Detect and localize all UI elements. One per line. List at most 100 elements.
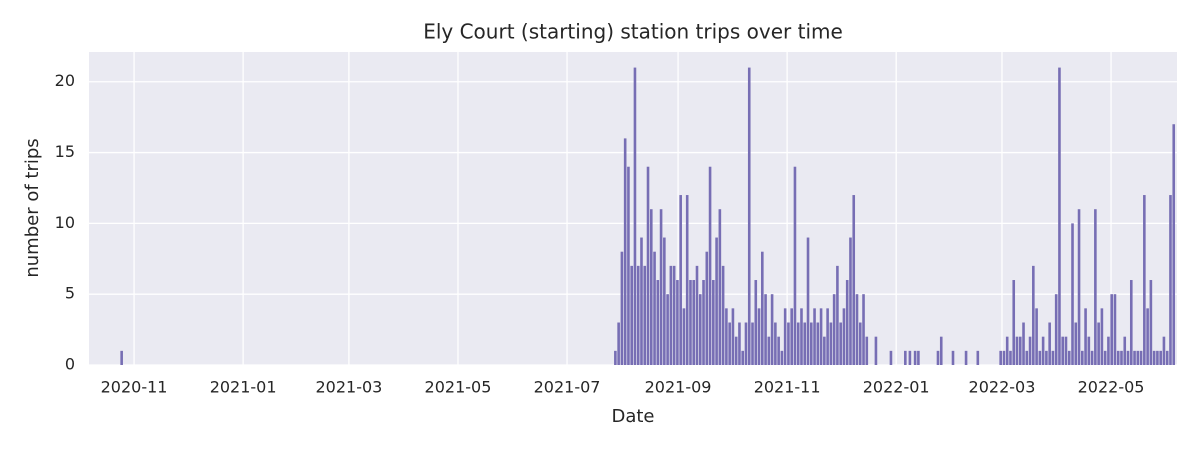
bar xyxy=(939,336,943,365)
y-axis-label: number of trips xyxy=(22,138,43,277)
bar xyxy=(1116,350,1120,365)
bar xyxy=(761,251,764,365)
bar xyxy=(643,265,647,365)
bar xyxy=(649,209,653,365)
bar xyxy=(630,265,633,365)
bar xyxy=(672,265,676,365)
bar xyxy=(718,209,722,365)
bar xyxy=(999,350,1002,365)
bar xyxy=(708,166,712,365)
x-tick-label: 2021-03 xyxy=(315,378,382,397)
bar xyxy=(715,237,718,365)
bar xyxy=(1015,336,1019,365)
x-tick-label: 2021-07 xyxy=(534,378,601,397)
bar xyxy=(636,265,640,365)
bar xyxy=(679,195,682,365)
bar xyxy=(1110,294,1113,365)
bar xyxy=(849,237,852,365)
bar xyxy=(770,294,774,365)
bar xyxy=(1071,223,1074,365)
bar xyxy=(738,322,741,365)
bar xyxy=(705,251,709,365)
bar xyxy=(1172,124,1176,365)
bar xyxy=(1103,350,1107,365)
x-tick-label: 2020-11 xyxy=(101,378,168,397)
bar xyxy=(964,350,968,365)
bar xyxy=(764,294,767,365)
bar xyxy=(1032,265,1035,365)
bar xyxy=(614,350,617,365)
bar xyxy=(646,166,650,365)
bar xyxy=(1143,195,1146,365)
bar xyxy=(1165,350,1169,365)
bar xyxy=(836,265,839,365)
bar xyxy=(1113,294,1117,365)
bar xyxy=(1077,209,1081,365)
bar xyxy=(731,308,735,365)
bar xyxy=(676,280,679,365)
chart-title: Ely Court (starting) station trips over … xyxy=(423,20,843,44)
bar xyxy=(712,280,715,365)
bar xyxy=(689,280,692,365)
bar xyxy=(1054,294,1058,365)
bar xyxy=(734,336,738,365)
y-tick-label: 5 xyxy=(65,284,75,303)
bar xyxy=(809,322,813,365)
bar xyxy=(741,350,745,365)
bar xyxy=(659,209,663,365)
bar xyxy=(1067,350,1071,365)
bar xyxy=(865,336,869,365)
bar xyxy=(751,322,754,365)
y-tick-label: 20 xyxy=(55,71,75,90)
bar xyxy=(800,308,803,365)
bar xyxy=(839,322,842,365)
plot-area xyxy=(89,52,1177,365)
bar xyxy=(787,322,790,365)
bar xyxy=(1094,209,1097,365)
bar xyxy=(1041,336,1045,365)
bar xyxy=(858,322,862,365)
bar xyxy=(783,308,787,365)
bar xyxy=(1136,350,1140,365)
bar xyxy=(1035,308,1038,365)
x-tick-label: 2022-05 xyxy=(1078,378,1145,397)
bar xyxy=(826,308,829,365)
bar xyxy=(1133,350,1136,365)
bar xyxy=(754,280,758,365)
bar xyxy=(640,237,643,365)
bar xyxy=(823,336,826,365)
bar xyxy=(1081,350,1084,365)
bar xyxy=(936,350,940,365)
bar xyxy=(682,308,686,365)
bar xyxy=(1123,336,1127,365)
bar xyxy=(666,294,669,365)
bar xyxy=(1058,67,1061,365)
bar xyxy=(1107,336,1110,365)
bar xyxy=(620,251,624,365)
bar xyxy=(913,350,917,365)
bar xyxy=(1087,336,1091,365)
bar xyxy=(951,350,955,365)
bar xyxy=(1149,280,1153,365)
x-tick-label: 2022-01 xyxy=(863,378,930,397)
bar xyxy=(1126,350,1130,365)
bar xyxy=(1139,350,1143,365)
bar xyxy=(908,350,912,365)
bar xyxy=(976,350,980,365)
bar xyxy=(1002,350,1006,365)
bar xyxy=(698,294,702,365)
bar xyxy=(744,322,748,365)
bar xyxy=(917,350,920,365)
x-tick-label: 2021-09 xyxy=(645,378,712,397)
bar xyxy=(623,138,627,365)
bar xyxy=(1045,350,1048,365)
bar xyxy=(793,166,797,365)
bar xyxy=(816,322,820,365)
bars xyxy=(120,67,1176,365)
bar xyxy=(669,265,673,365)
bar xyxy=(1012,280,1016,365)
bar xyxy=(1090,350,1094,365)
bar xyxy=(813,308,816,365)
bar xyxy=(780,350,784,365)
bar xyxy=(1120,350,1123,365)
